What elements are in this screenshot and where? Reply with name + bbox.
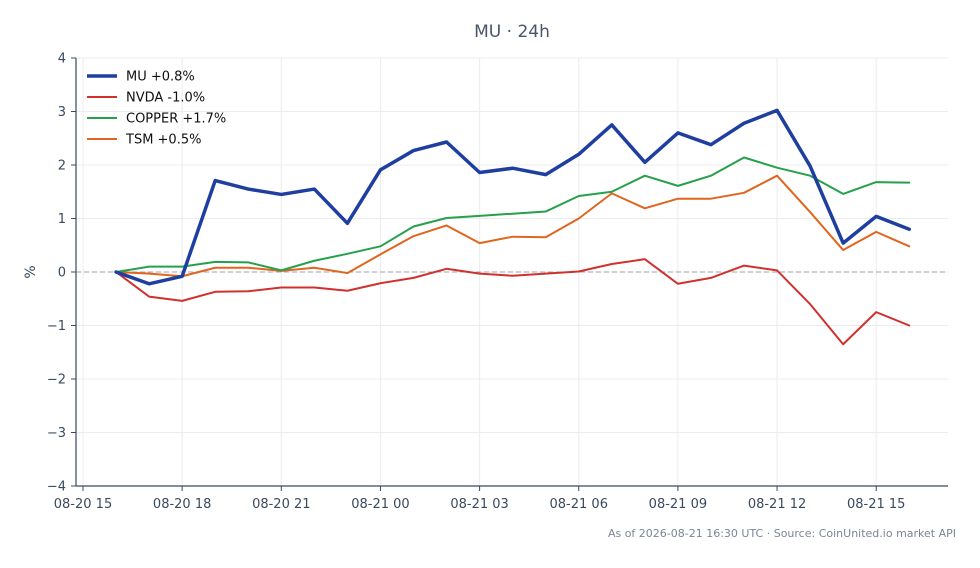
x-tick-label: 08-21 12 — [748, 497, 806, 512]
x-tick-label: 08-21 15 — [847, 497, 905, 512]
y-tick-label: −3 — [47, 426, 66, 441]
series-line-copper — [115, 156, 911, 273]
legend-label-nvda: NVDA -1.0% — [126, 91, 205, 106]
legend-label-copper: COPPER +1.7% — [126, 112, 226, 127]
series-line-nvda — [115, 258, 911, 346]
x-tick-label: 08-20 18 — [153, 497, 211, 512]
x-tick-label: 08-21 09 — [649, 497, 707, 512]
legend-label-mu: MU +0.8% — [126, 70, 195, 85]
y-axis-label: % — [23, 265, 39, 278]
y-tick-label: 0 — [58, 266, 66, 281]
legend: MU +0.8% NVDA -1.0% COPPER +1.7% TSM +0.5% — [87, 70, 226, 148]
y-tick-label: −2 — [47, 373, 66, 388]
y-tick-label: 1 — [58, 212, 66, 227]
y-tick-label: 3 — [58, 105, 66, 120]
y-tick-label: −4 — [47, 480, 66, 495]
source-footnote: As of 2026-08-21 16:30 UTC · Source: Coi… — [608, 527, 956, 540]
x-tick-label: 08-20 15 — [54, 497, 112, 512]
legend-label-tsm: TSM +0.5% — [125, 133, 201, 148]
x-tick-label: 08-20 21 — [252, 497, 310, 512]
x-tick-label: 08-21 00 — [351, 497, 409, 512]
x-tick-label: 08-21 03 — [450, 497, 508, 512]
series-line-mu — [114, 108, 911, 286]
series-line-tsm — [115, 174, 911, 278]
y-tick-label: 4 — [58, 52, 66, 67]
x-tick-label: 08-21 06 — [550, 497, 608, 512]
series-lines — [114, 108, 911, 346]
axes: 4 3 2 1 0 −1 −2 −3 −4 08-20 15 08-20 18 08-20 21 08-… — [47, 52, 948, 512]
grid — [76, 57, 948, 487]
y-tick-label: 2 — [58, 159, 66, 174]
y-tick-label: −1 — [47, 319, 66, 334]
chart-title: MU · 24h — [474, 22, 550, 42]
